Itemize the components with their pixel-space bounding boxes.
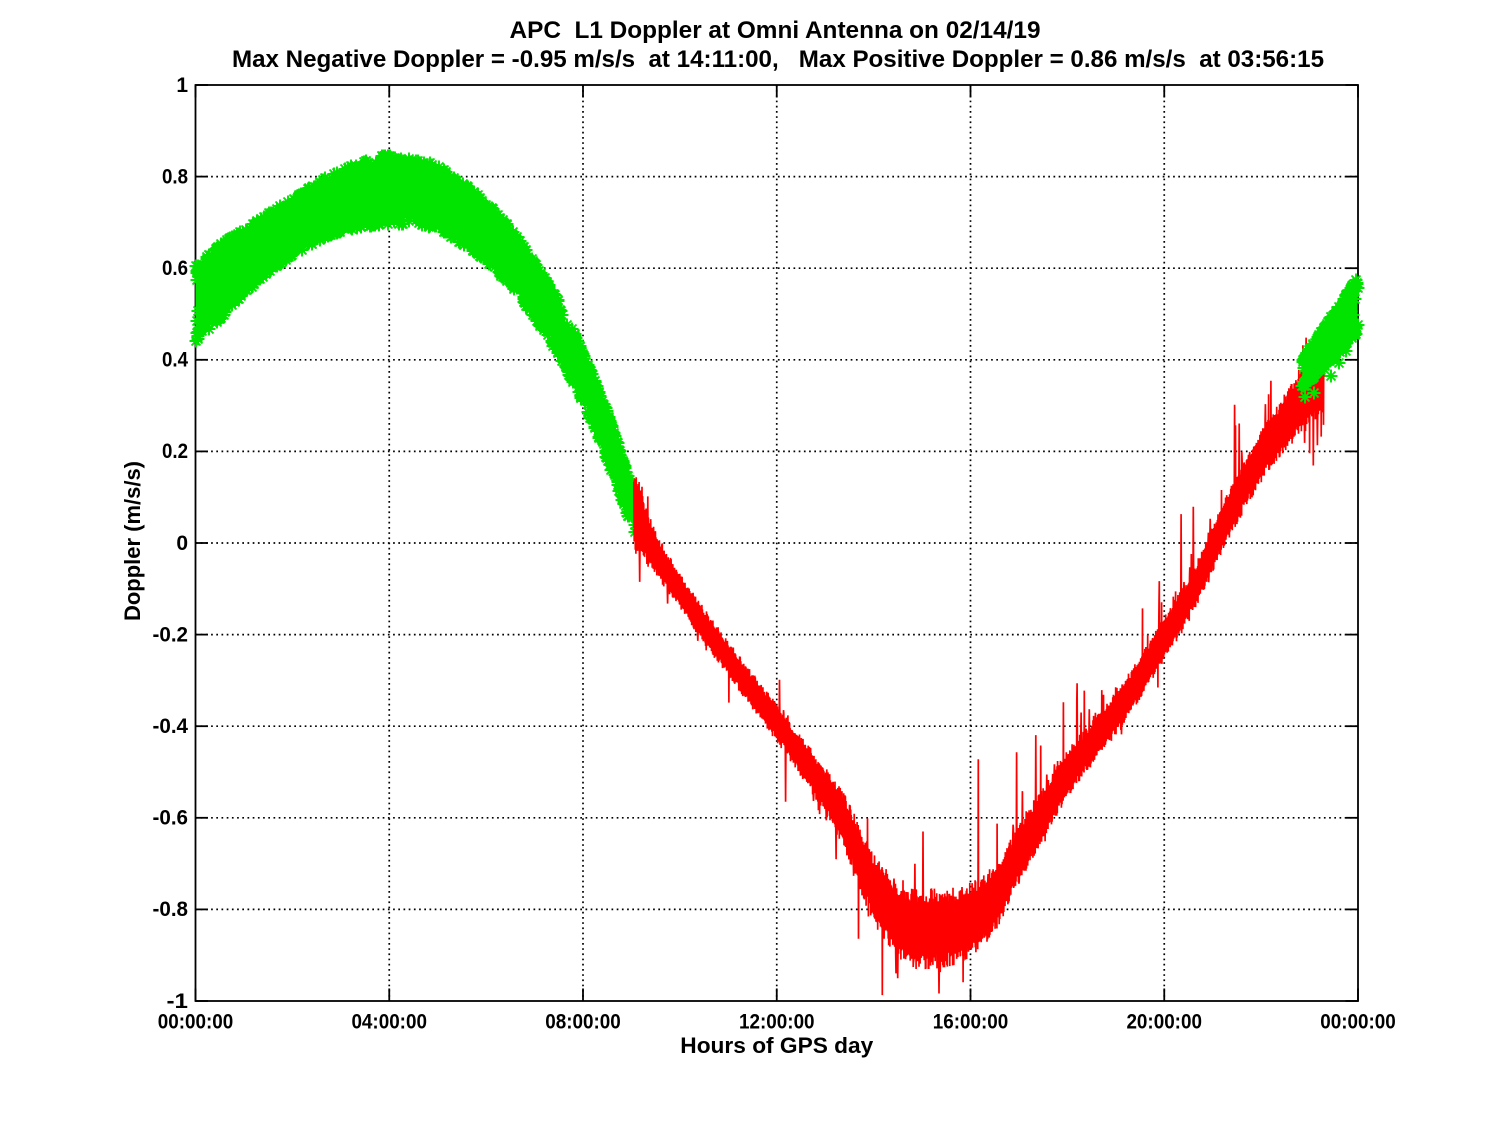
svg-text:0: 0	[176, 532, 188, 555]
svg-text:Hours of GPS day: Hours of GPS day	[680, 1033, 874, 1058]
svg-text:-0.6: -0.6	[153, 807, 189, 830]
svg-text:Doppler (m/s/s): Doppler (m/s/s)	[120, 461, 145, 621]
svg-text:0.6: 0.6	[162, 257, 188, 280]
svg-text:-0.2: -0.2	[153, 623, 189, 646]
svg-text:00:00:00: 00:00:00	[1320, 1011, 1396, 1034]
svg-text:1: 1	[176, 74, 188, 97]
svg-text:-0.4: -0.4	[153, 715, 189, 738]
svg-text:04:00:00: 04:00:00	[351, 1011, 427, 1034]
svg-text:12:00:00: 12:00:00	[739, 1011, 815, 1034]
svg-text:16:00:00: 16:00:00	[933, 1011, 1009, 1034]
svg-text:0.4: 0.4	[162, 349, 188, 372]
svg-text:20:00:00: 20:00:00	[1126, 1011, 1202, 1034]
svg-text:-0.8: -0.8	[153, 898, 189, 921]
svg-text:08:00:00: 08:00:00	[545, 1011, 621, 1034]
svg-text:0.8: 0.8	[162, 165, 188, 188]
svg-text:0.2: 0.2	[162, 440, 188, 463]
svg-text:-1: -1	[167, 990, 189, 1013]
svg-text:APC L1 Doppler at Omni Antenn: APC L1 Doppler at Omni Antenna on 02/14/…	[510, 17, 1041, 44]
svg-text:00:00:00: 00:00:00	[158, 1011, 234, 1034]
svg-text:Max Negative Doppler = -0.95 m: Max Negative Doppler = -0.95 m/s/s at 14…	[232, 46, 1324, 73]
